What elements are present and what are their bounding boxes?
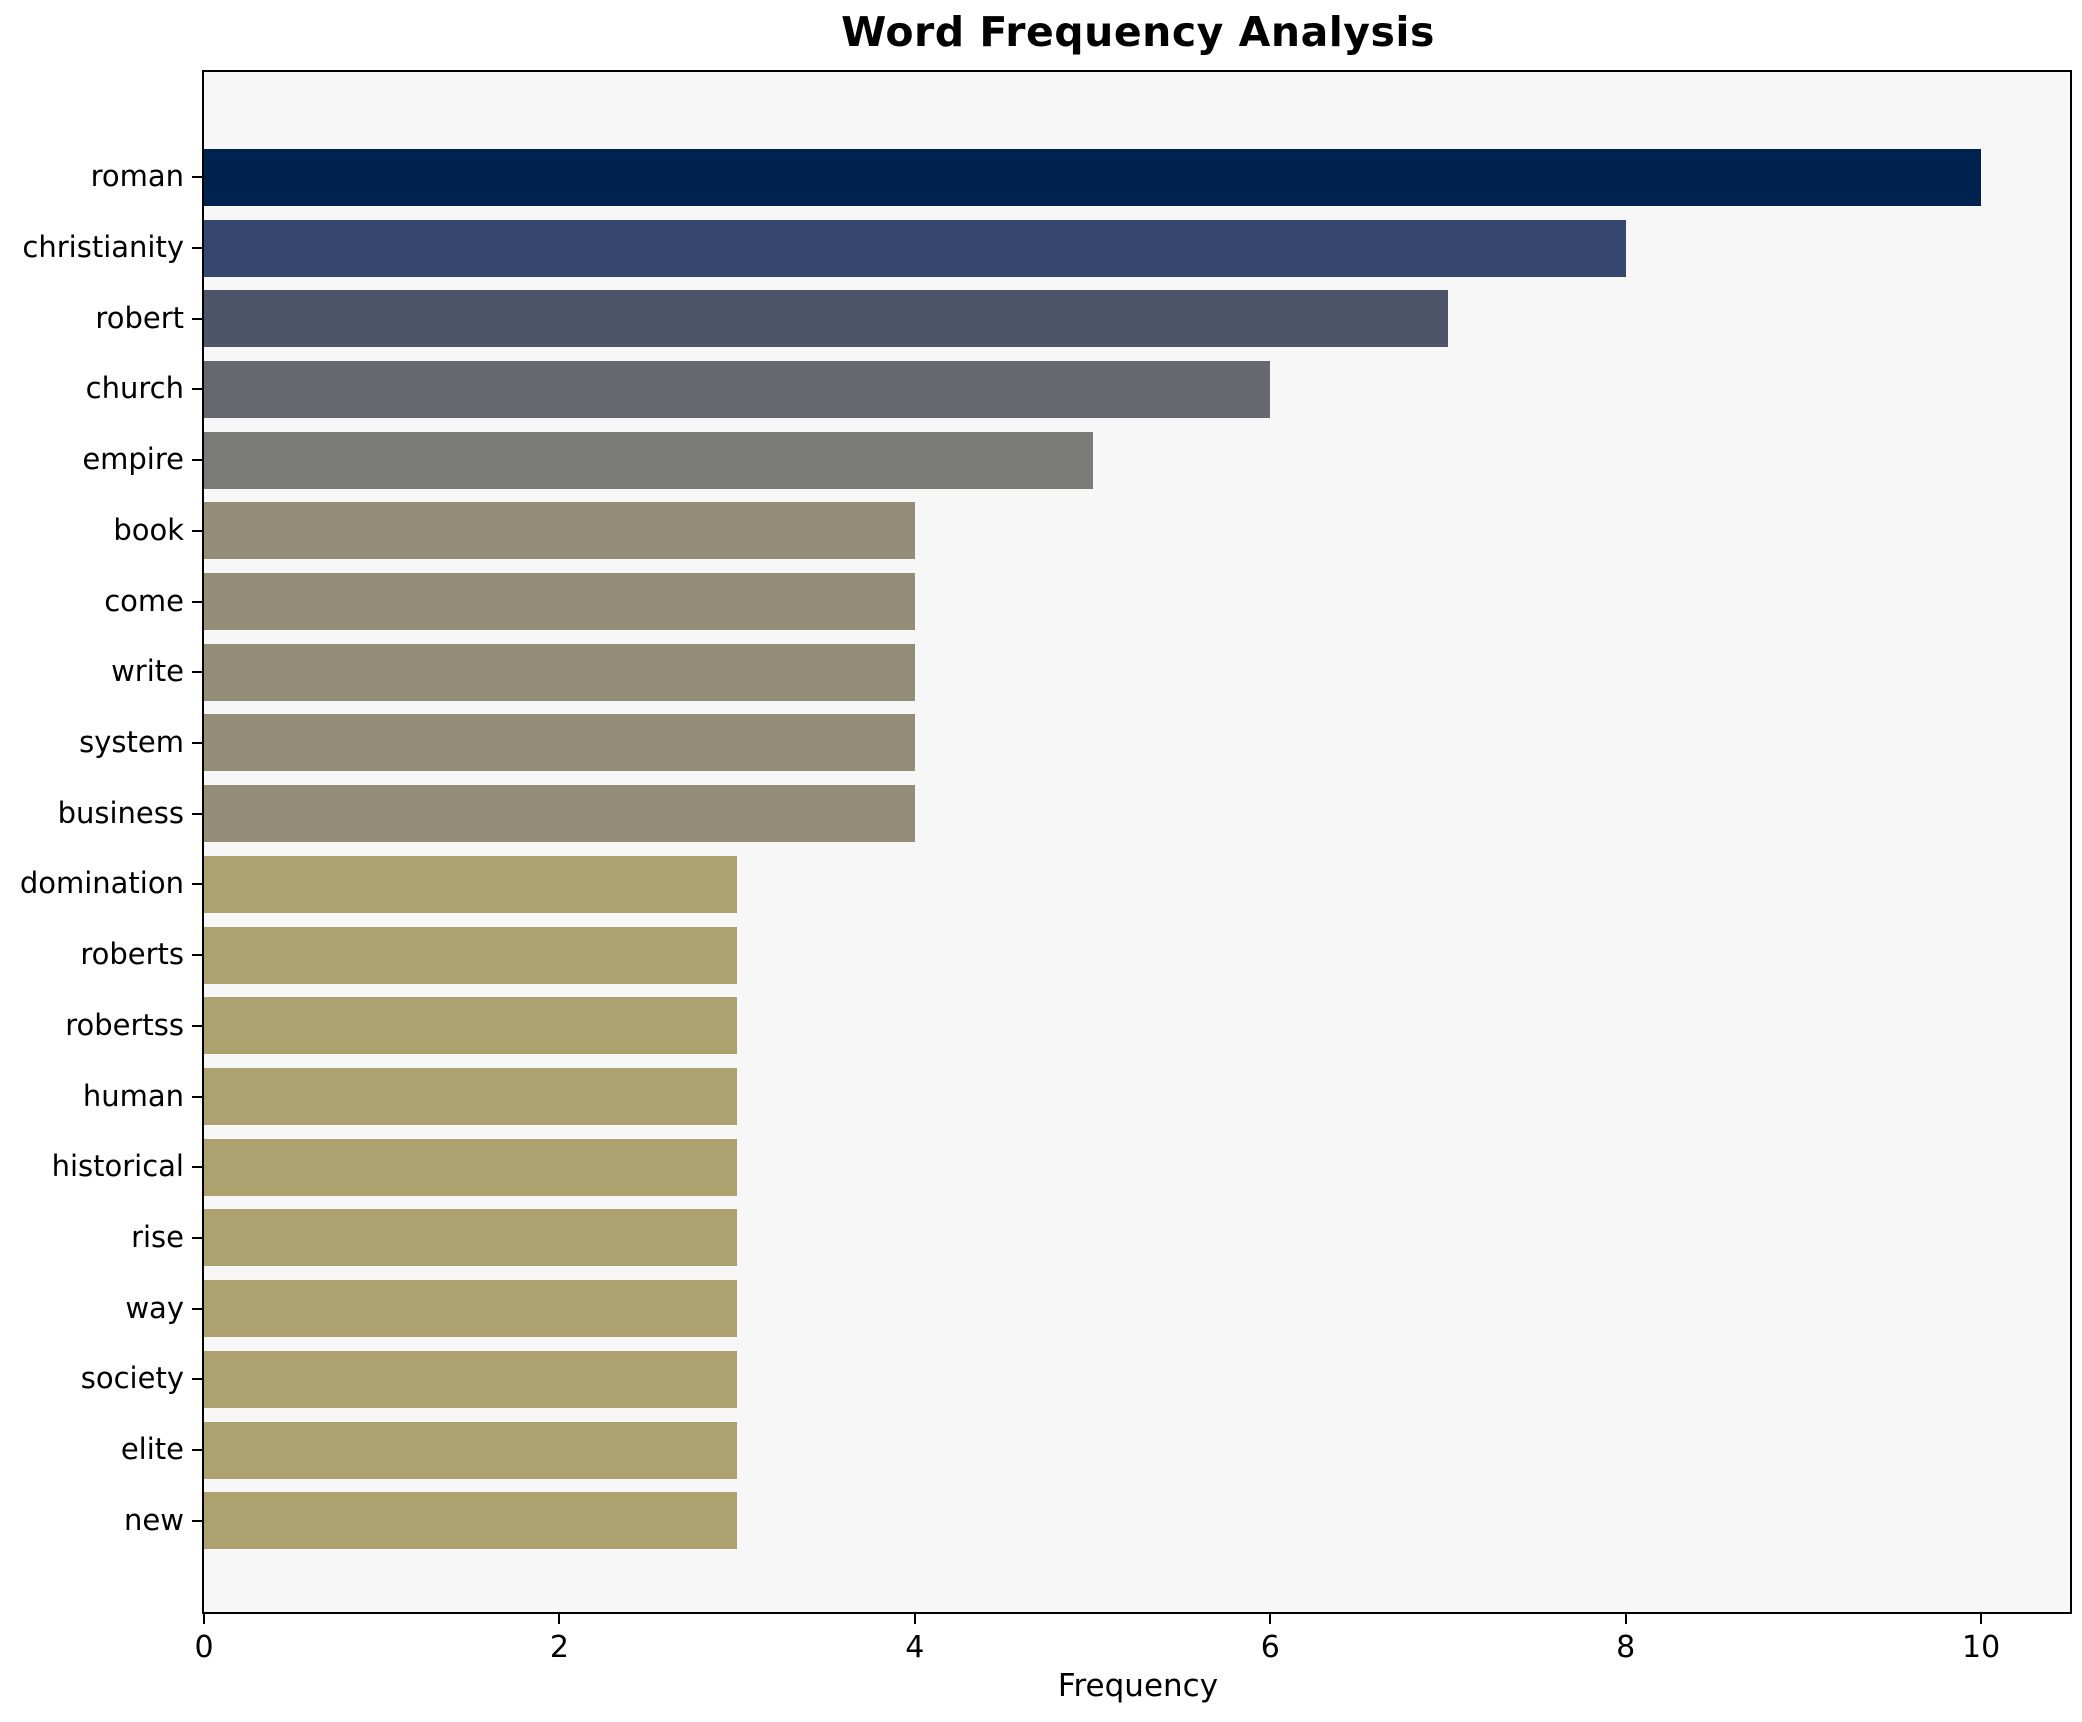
x-tick-mark	[913, 1614, 916, 1624]
y-tick-label-system: system	[79, 724, 184, 759]
y-tick-mark	[192, 317, 202, 320]
y-tick-mark	[192, 1378, 202, 1381]
y-tick-mark	[192, 1236, 202, 1239]
y-tick-label-christianity: christianity	[22, 230, 184, 265]
y-tick-mark	[192, 741, 202, 744]
x-tick-label-0: 0	[194, 1630, 214, 1665]
x-tick-mark	[1269, 1614, 1272, 1624]
y-tick-mark	[192, 1024, 202, 1027]
y-tick-mark	[192, 1095, 202, 1098]
y-tick-label-elite: elite	[120, 1432, 184, 1467]
bar-write	[204, 643, 915, 701]
y-tick-label-book: book	[113, 512, 184, 547]
x-tick-mark	[203, 1614, 205, 1624]
y-tick-label-roberts: roberts	[80, 937, 184, 972]
bar-empire	[204, 431, 1093, 489]
bar-elite	[204, 1421, 738, 1479]
y-tick-label-society: society	[80, 1361, 184, 1396]
bar-human	[204, 1068, 738, 1126]
y-tick-mark	[192, 176, 202, 179]
bar-business	[204, 785, 915, 843]
plot-area	[202, 70, 2072, 1614]
bar-robertss	[204, 997, 738, 1055]
y-tick-mark	[192, 529, 202, 532]
y-tick-label-new: new	[124, 1502, 184, 1537]
y-tick-mark	[192, 247, 202, 250]
y-tick-mark	[192, 812, 202, 815]
x-tick-mark	[1624, 1614, 1627, 1624]
bar-rise	[204, 1209, 738, 1267]
y-tick-label-robert: robert	[95, 300, 184, 335]
x-axis-label: Frequency	[1057, 1668, 1219, 1704]
y-tick-label-empire: empire	[82, 442, 184, 477]
bar-domination	[204, 855, 738, 913]
bar-way	[204, 1280, 738, 1338]
bar-christianity	[204, 219, 1626, 277]
bar-historical	[204, 1138, 738, 1196]
y-tick-label-write: write	[111, 654, 184, 689]
bar-book	[204, 502, 915, 560]
y-tick-mark	[192, 1307, 202, 1310]
chart-title: Word Frequency Analysis	[841, 8, 1435, 56]
x-tick-label-4: 4	[905, 1630, 925, 1665]
y-tick-mark	[192, 954, 202, 957]
bar-society	[204, 1350, 738, 1408]
y-tick-label-human: human	[82, 1078, 184, 1113]
x-tick-label-10: 10	[1962, 1630, 2001, 1665]
x-tick-label-6: 6	[1260, 1630, 1280, 1665]
bar-robert	[204, 290, 1448, 348]
y-tick-mark	[192, 1519, 202, 1522]
bar-system	[204, 714, 915, 772]
x-tick-label-2: 2	[549, 1630, 569, 1665]
y-tick-label-rise: rise	[131, 1219, 184, 1254]
y-tick-label-business: business	[57, 795, 184, 830]
bar-roman	[204, 148, 1982, 206]
y-tick-label-come: come	[104, 583, 184, 618]
y-tick-mark	[192, 1166, 202, 1169]
x-tick-mark	[558, 1614, 561, 1624]
bar-new	[204, 1492, 738, 1550]
y-tick-label-robertss: robertss	[65, 1007, 184, 1042]
bar-come	[204, 573, 915, 631]
y-tick-mark	[192, 600, 202, 603]
y-tick-label-roman: roman	[90, 159, 184, 194]
y-tick-label-church: church	[85, 371, 184, 406]
bar-roberts	[204, 926, 738, 984]
y-tick-mark	[192, 388, 202, 391]
x-tick-mark	[1980, 1614, 1983, 1624]
y-tick-label-way: way	[125, 1290, 184, 1325]
x-tick-label-8: 8	[1616, 1630, 1636, 1665]
y-tick-mark	[192, 459, 202, 462]
y-tick-mark	[192, 1449, 202, 1452]
bar-church	[204, 360, 1271, 418]
y-tick-label-historical: historical	[51, 1149, 184, 1184]
y-tick-mark	[192, 883, 202, 886]
y-tick-mark	[192, 671, 202, 674]
y-tick-label-domination: domination	[19, 866, 184, 901]
